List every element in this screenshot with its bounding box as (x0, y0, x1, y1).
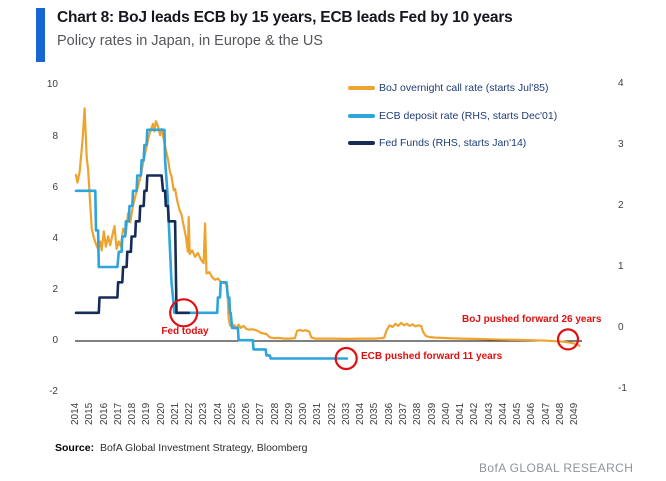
x-axis-tick-2040: 2040 (441, 402, 452, 425)
source-text: BofA Global Investment Strategy, Bloombe… (99, 442, 308, 454)
x-axis-tick-2028: 2028 (270, 402, 281, 425)
left-axis-tick-6: 6 (52, 182, 58, 193)
x-axis-tick-2022: 2022 (184, 402, 195, 425)
annotation-boj-pushed-forward: BoJ pushed forward 26 years (462, 314, 602, 325)
legend-item-1: ECB deposit rate (RHS, starts Dec'01) (348, 110, 557, 122)
legend-swatch-0 (348, 86, 375, 90)
right-axis-tick-1: 1 (618, 261, 624, 272)
x-axis-tick-2033: 2033 (341, 402, 352, 425)
right-axis-tick-0: 0 (618, 322, 624, 333)
chart-subtitle: Policy rates in Japan, in Europe & the U… (57, 33, 323, 49)
x-axis-tick-2030: 2030 (298, 402, 309, 425)
x-axis-tick-2016: 2016 (99, 402, 110, 425)
x-axis-tick-2035: 2035 (369, 402, 380, 425)
x-axis-tick-2045: 2045 (512, 402, 523, 425)
x-axis-tick-2049: 2049 (569, 402, 580, 425)
x-axis-tick-2037: 2037 (398, 402, 409, 425)
series-line-fed (74, 174, 190, 315)
x-axis-tick-2039: 2039 (427, 402, 438, 425)
source-line: Source: BofA Global Investment Strategy,… (55, 442, 308, 454)
x-axis-tick-2042: 2042 (469, 402, 480, 425)
x-axis-tick-2023: 2023 (198, 402, 209, 425)
legend-label-0: BoJ overnight call rate (starts Jul'85) (379, 82, 549, 94)
legend-item-2: Fed Funds (RHS, starts Jan'14) (348, 137, 526, 149)
legend-swatch-2 (348, 141, 375, 145)
x-axis-tick-2019: 2019 (141, 402, 152, 425)
x-axis-tick-2021: 2021 (170, 402, 181, 425)
annotation-circle-2 (556, 328, 580, 351)
annotation-ecb-pushed-forward: ECB pushed forward 11 years (361, 351, 503, 362)
legend-label-1: ECB deposit rate (RHS, starts Dec'01) (379, 110, 558, 122)
x-axis-tick-2027: 2027 (255, 402, 266, 425)
x-axis-tick-2036: 2036 (384, 402, 395, 425)
annotation-circle-0 (169, 298, 199, 328)
left-axis-tick-4: 4 (52, 233, 58, 244)
x-axis-tick-2034: 2034 (355, 402, 366, 425)
x-axis-tick-2026: 2026 (241, 402, 252, 425)
x-axis-tick-2024: 2024 (213, 402, 224, 425)
x-axis-tick-2041: 2041 (455, 402, 466, 425)
x-axis-tick-2017: 2017 (113, 402, 124, 425)
series-line-ecb (74, 128, 349, 360)
x-axis-tick-2015: 2015 (84, 402, 95, 425)
x-axis-tick-2029: 2029 (284, 402, 295, 425)
x-axis-tick-2048: 2048 (555, 402, 566, 425)
chart-title: Chart 8: BoJ leads ECB by 15 years, ECB … (57, 9, 513, 26)
x-axis-tick-2038: 2038 (412, 402, 423, 425)
x-axis-tick-2032: 2032 (327, 402, 338, 425)
x-axis-tick-2046: 2046 (526, 402, 537, 425)
legend-item-0: BoJ overnight call rate (starts Jul'85) (348, 82, 549, 94)
x-axis-tick-2025: 2025 (227, 402, 238, 425)
x-axis-tick-2031: 2031 (312, 402, 323, 425)
left-axis-tick-10: 10 (46, 79, 58, 90)
x-axis-tick-2043: 2043 (484, 402, 495, 425)
left-axis-tick-2: 2 (52, 284, 58, 295)
x-axis-tick-2044: 2044 (498, 402, 509, 425)
source-label: Source: (55, 442, 95, 454)
x-axis-tick-2047: 2047 (541, 402, 552, 425)
annotation-circle-1 (334, 346, 358, 371)
left-axis-tick-0: 0 (52, 335, 58, 346)
x-axis-tick-2014: 2014 (70, 402, 81, 425)
left-axis-tick--2: -2 (49, 386, 58, 397)
title-accent-bar (36, 8, 45, 62)
legend-swatch-1 (348, 114, 375, 118)
x-axis-tick-2018: 2018 (127, 402, 138, 425)
annotation-fed-today: Fed today (161, 326, 209, 337)
x-axis-tick-2020: 2020 (156, 402, 167, 425)
right-axis-tick-4: 4 (618, 78, 624, 89)
left-axis-tick-8: 8 (52, 131, 58, 142)
right-axis-tick--1: -1 (618, 383, 627, 394)
right-axis-tick-2: 2 (618, 200, 624, 211)
right-axis-tick-3: 3 (618, 139, 624, 150)
legend-label-2: Fed Funds (RHS, starts Jan'14) (379, 137, 527, 149)
bofa-global-research-logo: BofA GLOBAL RESEARCH (479, 461, 634, 475)
